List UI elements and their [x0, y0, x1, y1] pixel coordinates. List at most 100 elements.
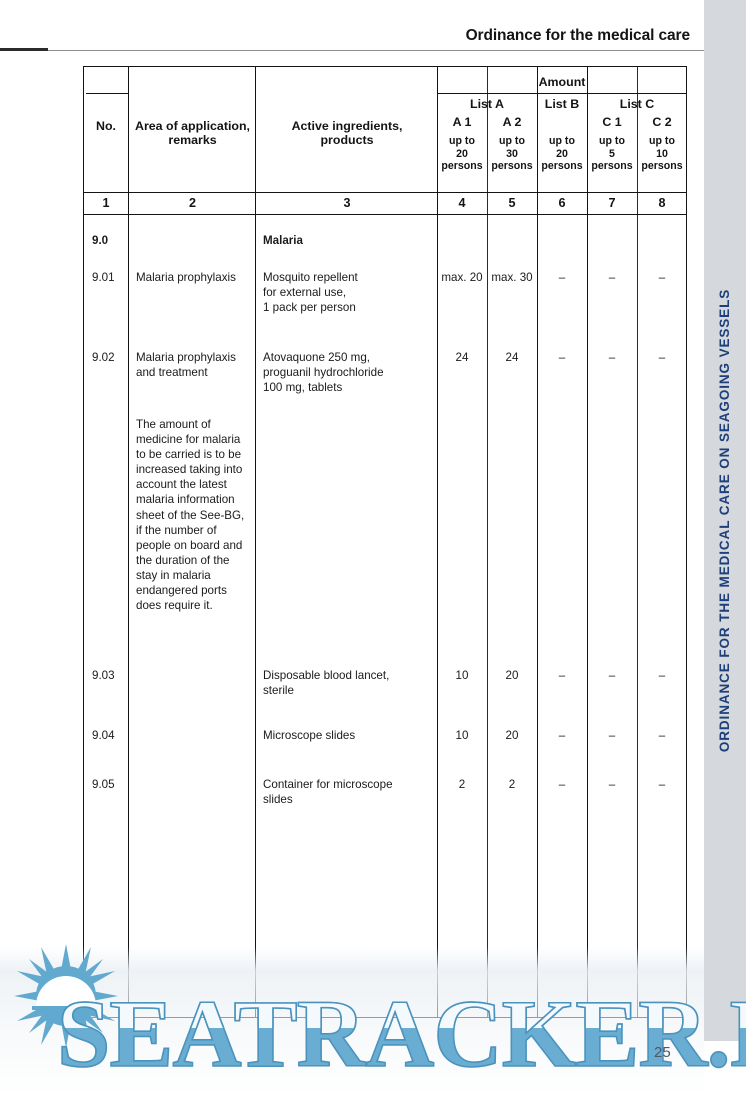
qual-c2-line-1: up to: [649, 135, 675, 147]
table-row: –: [558, 351, 566, 364]
qual-b-line-3: persons: [541, 160, 583, 172]
table-row: –: [658, 729, 666, 742]
qual-b-line-1: up to: [549, 135, 575, 147]
column-index-4: 4: [458, 196, 466, 210]
page-title: Ordinance for the medical care: [465, 27, 691, 44]
header-area-line-1: Area of application,: [135, 119, 250, 133]
qual-a2-line-2: 30: [506, 147, 518, 160]
table-row: 9.02: [92, 351, 115, 364]
page-number: 25: [654, 1044, 671, 1061]
table-row: Atovaquone 250 mg, proguanil hydrochlorid…: [263, 350, 435, 395]
cell-text: Malaria prophylaxis: [136, 271, 236, 284]
table-row: The amount of medicine for malaria to be c…: [136, 417, 258, 613]
table-row: –: [658, 778, 666, 791]
table-row: –: [558, 778, 566, 791]
header-amount: Amount: [538, 75, 586, 89]
table-row: Malaria prophylaxis: [136, 270, 254, 285]
table-row: 9.04: [92, 729, 115, 742]
table-row: Disposable blood lancet, sterile: [263, 668, 435, 698]
cell-text: Mosquito repellent for external use, 1 pac…: [263, 271, 358, 315]
table-row: 9.01: [92, 271, 115, 284]
table-row: Malaria prophylaxis and treatment: [136, 350, 254, 380]
table-row: Malaria: [263, 234, 303, 247]
header-products-line-2: products: [320, 133, 374, 147]
header-code-c2: C 2: [652, 115, 672, 129]
table-row: –: [558, 669, 566, 682]
table-row: –: [608, 271, 616, 284]
qual-a2-line-3: persons: [491, 160, 533, 172]
column-index-2: 2: [188, 196, 196, 210]
table-row: 9.0: [92, 234, 109, 247]
table-row: 24: [455, 351, 469, 364]
header-area-of-application: Area of application, remarks: [130, 119, 255, 147]
header-rule-accent: [0, 48, 48, 51]
no-cell-underline: [86, 93, 128, 94]
table-row: –: [558, 729, 566, 742]
qual-a2-line-1: up to: [499, 135, 525, 147]
qual-c1-line-2: 5: [609, 147, 615, 160]
qual-c1-line-3: persons: [591, 160, 633, 172]
header-code-a1: A 1: [452, 115, 472, 129]
column-index-1: 1: [102, 196, 110, 210]
header-qualifier-b: up to 20 persons: [537, 135, 587, 173]
table-row: 24: [505, 351, 519, 364]
table-row: 10: [455, 669, 469, 682]
table-row: 2: [458, 778, 466, 791]
table-row: 9.05: [92, 778, 115, 791]
table-row: –: [658, 271, 666, 284]
cell-text: Atovaquone 250 mg, proguanil hydrochlorid…: [263, 351, 384, 395]
table-row: 2: [508, 778, 516, 791]
qual-a1-line-3: persons: [441, 160, 483, 172]
qual-c2-line-2: 10: [656, 147, 668, 160]
header-code-c1: C 1: [602, 115, 622, 129]
table-row: –: [608, 729, 616, 742]
header-products-line-1: Active ingredients,: [291, 119, 403, 133]
column-rule-1: [128, 67, 130, 1017]
header-qualifier-c2: up to 10 persons: [637, 135, 687, 173]
header-qualifier-c1: up to 5 persons: [587, 135, 637, 173]
column-rule-6: [587, 67, 589, 1017]
cell-text: Container for microscope slides: [263, 778, 393, 807]
table-row: –: [608, 669, 616, 682]
medicine-requirements-table: Amount List A List B List C No. Area of …: [83, 66, 687, 1018]
header-list-b: List B: [544, 97, 580, 111]
table-row: –: [658, 351, 666, 364]
qual-a1-line-1: up to: [449, 135, 475, 147]
header-list-a: List A: [470, 97, 504, 111]
table-row: 10: [455, 729, 469, 742]
header-active-ingredients: Active ingredients, products: [257, 119, 437, 147]
column-index-7: 7: [608, 196, 616, 210]
table-row: Microscope slides: [263, 728, 435, 743]
column-rule-4: [487, 67, 488, 1017]
header-area-line-2: remarks: [168, 133, 217, 147]
column-index-6: 6: [558, 196, 566, 210]
table-row: –: [608, 351, 616, 364]
table-row: Container for microscope slides: [263, 777, 435, 807]
header-bottom-rule: [84, 192, 686, 194]
column-rule-2: [255, 67, 257, 1017]
header-code-a2: A 2: [502, 115, 522, 129]
malaria-remark-text: The amount of medicine for malaria to be c…: [136, 418, 245, 613]
qual-c2-line-3: persons: [641, 160, 683, 172]
table-row: –: [558, 271, 566, 284]
table-row: 20: [505, 669, 519, 682]
header-no: No.: [96, 119, 116, 133]
qual-b-line-2: 20: [556, 147, 568, 160]
column-rule-3: [437, 67, 439, 1017]
table-row: max. 30: [491, 271, 533, 284]
header-qualifier-a1: up to 20 persons: [437, 135, 487, 173]
header-rule: [0, 50, 704, 51]
column-index-8: 8: [658, 196, 666, 210]
cell-text: Malaria prophylaxis and treatment: [136, 351, 236, 380]
table-row: Mosquito repellent for external use, 1 pac…: [263, 270, 435, 315]
side-tab-label: ORDINANCE FOR THE MEDICAL CARE ON SEAGOI…: [717, 288, 733, 753]
column-index-bottom-rule: [84, 214, 686, 216]
amount-underline: [437, 93, 687, 94]
header-list-c: List C: [619, 97, 655, 111]
column-index-3: 3: [343, 196, 351, 210]
table-row: 9.03: [92, 669, 115, 682]
side-tab-background: [704, 0, 746, 1041]
column-rule-5: [537, 67, 539, 1017]
header-qualifier-a2: up to 30 persons: [487, 135, 537, 173]
